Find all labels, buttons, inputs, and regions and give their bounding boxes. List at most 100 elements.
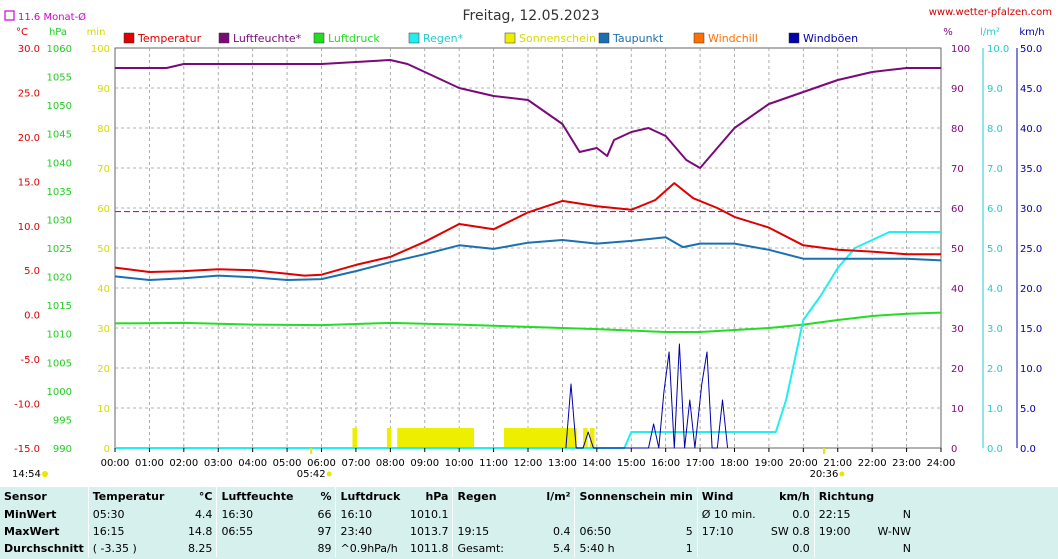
time-tick-label: 18:00 bbox=[720, 458, 749, 469]
stats-row-label: MaxWert bbox=[4, 525, 60, 538]
stats-header-pressure: Luftdruck bbox=[335, 487, 405, 506]
site-link[interactable]: www.wetter-pfalzen.com bbox=[929, 7, 1052, 18]
pressure-tick-label: 1040 bbox=[47, 158, 72, 169]
stats-cell: 97 bbox=[317, 525, 332, 538]
sunshine-bar bbox=[438, 428, 442, 448]
humidity-unit: % bbox=[943, 27, 953, 38]
stats-cell: 0.0 bbox=[792, 542, 810, 555]
sunshine-bar bbox=[557, 428, 561, 448]
sunshine-bar bbox=[463, 428, 466, 448]
sunshine-bar bbox=[455, 428, 458, 448]
pressure-tick-label: 1045 bbox=[47, 130, 72, 141]
sun-tick-label: 70 bbox=[97, 164, 110, 175]
wind-tick-label: 45.0 bbox=[1020, 84, 1042, 95]
legend-swatch bbox=[598, 32, 610, 44]
legend-swatch bbox=[788, 32, 800, 44]
stats-cell: Gesamt: bbox=[452, 540, 522, 557]
stats-row-avg: Durchschnitt ( -3.35 ) 8.25 89 ^0.9hPa/h… bbox=[0, 540, 915, 557]
sunshine-bar bbox=[461, 428, 464, 448]
stats-header-wind: Wind bbox=[696, 487, 766, 506]
stats-cell: ^0.9hPa/h bbox=[335, 540, 405, 557]
time-tick-label: 04:00 bbox=[238, 458, 267, 469]
sunshine-bar bbox=[508, 428, 511, 448]
wind-tick-label: 5.0 bbox=[1020, 404, 1036, 415]
sunshine-bar bbox=[403, 428, 406, 448]
stats-header-humidity: Luftfeuchte bbox=[216, 487, 298, 506]
sunshine-bar bbox=[551, 428, 554, 448]
stats-header-sensor: Sensor bbox=[4, 490, 47, 503]
time-tick-label: 02:00 bbox=[169, 458, 198, 469]
sunshine-bar bbox=[589, 428, 593, 448]
wind-tick-label: 50.0 bbox=[1020, 44, 1042, 55]
stats-cell: 16:15 bbox=[87, 523, 169, 540]
stats-row-max: MaxWert 16:15 14.8 06:55 97 23:40 1013.7… bbox=[0, 523, 915, 540]
sunshine-bar bbox=[534, 428, 538, 448]
sun-unit: min bbox=[87, 27, 106, 38]
pressure-tick-label: 1015 bbox=[47, 301, 72, 312]
sunshine-bar bbox=[569, 428, 573, 448]
sunshine-bar bbox=[386, 428, 390, 448]
rain-tick-label: 7.0 bbox=[987, 164, 1003, 175]
sunshine-bar bbox=[352, 428, 355, 448]
stats-cell: 06:55 bbox=[216, 523, 298, 540]
time-tick-label: 17:00 bbox=[686, 458, 715, 469]
stats-cell bbox=[696, 540, 766, 557]
time-tick-label: 15:00 bbox=[617, 458, 646, 469]
sunshine-bar bbox=[388, 428, 392, 448]
time-tick-label: 12:00 bbox=[514, 458, 543, 469]
temp-tick-label: 30.0 bbox=[18, 44, 40, 55]
sunshine-bar bbox=[520, 428, 523, 448]
sunset-label: 20:36 bbox=[810, 469, 839, 480]
stats-header-rain-unit: l/m² bbox=[546, 490, 571, 503]
pressure-tick-label: 1005 bbox=[47, 358, 72, 369]
sun-icon bbox=[839, 471, 845, 477]
temp-tick-label: -10.0 bbox=[14, 400, 40, 411]
series-line-luftdruck bbox=[114, 311, 942, 333]
monthly-avg-label: 11.6 Monat-Ø bbox=[18, 11, 86, 23]
stats-header-wind-unit: km/h bbox=[779, 490, 810, 503]
sunshine-bar bbox=[471, 428, 475, 448]
stats-cell: 16:30 bbox=[216, 506, 298, 523]
chart-legend: Temperatur Luftfeuchte* Luftdruck Regen* Son… bbox=[123, 32, 858, 45]
stats-cell: 8.25 bbox=[187, 542, 213, 555]
stats-cell: 89 bbox=[317, 542, 332, 555]
sunshine-bar bbox=[467, 428, 470, 448]
weather-chart: 00:00 01:00 02:00 03:00 04:00 05:00 06:00 07:00… bbox=[4, 7, 1052, 480]
stats-cell: W-NW bbox=[877, 525, 911, 538]
stats-header-row: Sensor Temperatur °C Luftfeuchte % Luftd… bbox=[0, 487, 915, 506]
stats-row-label: MinWert bbox=[4, 508, 57, 521]
sunshine-bar bbox=[432, 428, 435, 448]
legend-swatch bbox=[123, 32, 135, 44]
humidity-tick-label: 30 bbox=[951, 324, 964, 335]
wind-unit: km/h bbox=[1019, 27, 1044, 38]
sunshine-bar bbox=[442, 428, 446, 448]
sunshine-bar bbox=[518, 428, 521, 448]
wind-tick-label: 40.0 bbox=[1020, 124, 1042, 135]
rain-tick-label: 0.0 bbox=[987, 444, 1003, 455]
sun-tick-label: 20 bbox=[97, 364, 110, 375]
sunshine-bar bbox=[561, 428, 565, 448]
sun-tick-label: 10 bbox=[97, 404, 110, 415]
stats-header-humidity-unit: % bbox=[320, 490, 332, 503]
legend-swatch bbox=[408, 32, 420, 44]
legend-label: Windchill bbox=[708, 32, 758, 45]
time-tick-label: 06:00 bbox=[307, 458, 336, 469]
sunshine-bar bbox=[526, 428, 530, 448]
pressure-tick-label: 1050 bbox=[47, 101, 72, 112]
sunshine-bar bbox=[522, 428, 525, 448]
pressure-tick-label: 1025 bbox=[47, 244, 72, 255]
time-tick-label: 10:00 bbox=[445, 458, 474, 469]
rain-tick-label: 6.0 bbox=[987, 204, 1003, 215]
stats-header-rain: Regen bbox=[452, 487, 522, 506]
pressure-tick-label: 990 bbox=[53, 444, 72, 455]
sunshine-bar bbox=[413, 428, 417, 448]
sunshine-bar bbox=[563, 428, 567, 448]
sunshine-bar bbox=[583, 428, 586, 448]
sunshine-bar bbox=[440, 428, 444, 448]
stats-table: Sensor Temperatur °C Luftfeuchte % Luftd… bbox=[0, 487, 915, 557]
stats-cell bbox=[574, 506, 666, 523]
stats-cell bbox=[665, 506, 697, 523]
sunshine-bar bbox=[530, 428, 534, 448]
temp-tick-label: 5.0 bbox=[24, 266, 40, 277]
rain-tick-label: 10.0 bbox=[987, 44, 1009, 55]
